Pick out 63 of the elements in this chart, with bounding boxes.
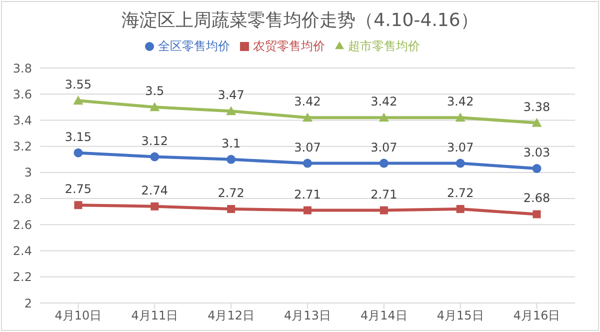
point [378, 112, 389, 122]
data-label: 2.71 [294, 187, 321, 202]
data-label: 3.42 [294, 94, 321, 109]
x-tick-label: 4月13日 [284, 308, 331, 323]
point [379, 158, 388, 168]
point [226, 154, 236, 164]
point [150, 152, 160, 162]
point [227, 205, 236, 213]
data-label: 2.72 [447, 186, 474, 200]
point [456, 158, 465, 168]
legend-label: 全区零售均价 [158, 39, 230, 53]
point [74, 148, 83, 158]
point [74, 201, 82, 210]
point [380, 206, 388, 214]
point [456, 205, 464, 213]
x-tick-label: 4月10日 [54, 308, 102, 323]
data-label: 2.71 [370, 187, 398, 202]
y-tick-label: 3.8 [12, 61, 32, 76]
data-label: 3.47 [218, 88, 244, 102]
x-tick-label: 4月14日 [360, 308, 408, 323]
y-tick-label: 3.6 [12, 87, 32, 102]
point [532, 210, 541, 218]
data-label: 3.38 [523, 100, 550, 114]
data-label: 3.12 [141, 134, 168, 148]
x-tick-label: 4月15日 [436, 308, 484, 323]
y-tick-label: 2.8 [12, 192, 32, 206]
data-label: 3.5 [145, 84, 164, 98]
x-tick-label: 4月11日 [131, 308, 178, 323]
data-label: 3.07 [294, 140, 321, 154]
y-tick-label: 2.6 [12, 218, 32, 232]
y-tick-label: 3.2 [12, 140, 32, 154]
data-label: 3.42 [370, 94, 398, 109]
y-tick-label: 3.4 [12, 113, 32, 128]
y-tick-label: 2.2 [12, 270, 32, 284]
point [73, 96, 84, 105]
data-label: 2.68 [523, 191, 550, 206]
data-label: 3.42 [447, 94, 474, 109]
point [455, 112, 466, 122]
point [150, 102, 160, 112]
y-tick-label: 3 [24, 166, 32, 180]
data-label: 3.07 [447, 140, 474, 154]
y-tick-label: 2.4 [12, 244, 32, 258]
legend-label: 超市零售均价 [348, 39, 420, 53]
point [226, 106, 236, 116]
data-label: 3.55 [64, 78, 92, 92]
data-label: 3.15 [64, 130, 92, 144]
x-tick-label: 4月12日 [208, 308, 255, 323]
chart-title: 海淀区上周蔬菜零售均价走势（4.10-4.16） [120, 9, 480, 32]
data-label: 2.74 [141, 183, 168, 198]
point [302, 112, 312, 122]
x-tick-label: 4月16日 [513, 308, 560, 323]
data-label: 2.72 [218, 186, 244, 200]
y-tick-label: 2 [24, 296, 32, 310]
data-label: 3.1 [222, 136, 241, 150]
point [303, 158, 312, 168]
point [304, 206, 312, 214]
point [532, 118, 542, 127]
legend-label: 农贸零售均价 [253, 39, 325, 53]
data-label: 3.07 [370, 140, 398, 154]
point [532, 164, 542, 174]
data-label: 2.75 [64, 182, 92, 196]
point [150, 202, 159, 210]
data-label: 3.03 [523, 146, 550, 160]
